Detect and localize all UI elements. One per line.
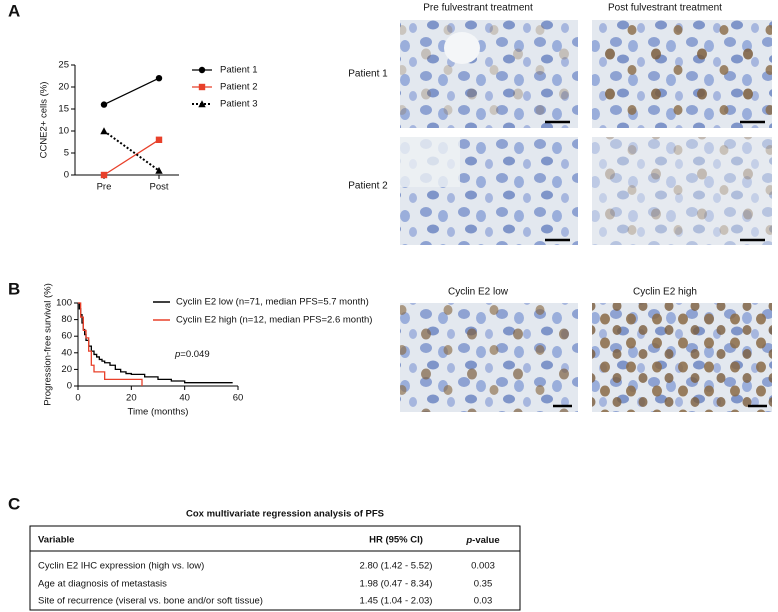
y-tick-label: 25 [58,60,69,71]
table-header-italic: p [465,535,472,546]
table-title: Cox multivariate regression analysis of … [186,509,384,520]
marker [155,136,163,143]
x-tick-label: 0 [75,393,80,404]
marker [198,100,206,108]
micrograph [592,137,772,245]
marker [100,171,108,179]
y-tick-label: 40 [61,347,72,358]
table-cell: 2.80 (1.42 - 5.52) [360,561,433,572]
table-cell: 0.35 [474,579,493,590]
annotation-italic: p [174,349,180,360]
y-tick-label: 0 [67,381,72,392]
marker [198,83,206,91]
micrograph [400,20,578,128]
y-tick-label: 10 [58,126,69,137]
axis-line [74,65,179,176]
y-tick-label: 20 [58,82,69,93]
row-header: Patient 1 [348,69,388,80]
panel-label: A [8,1,20,20]
marker [100,101,108,108]
y-axis-label: CCNE2+ cells (%) [39,82,50,159]
legend-label: Cyclin E2 high (n=12, median PFS=2.6 mon… [176,315,372,326]
x-tick-label: 40 [179,393,190,404]
annotation-rest: =0.049 [180,349,209,360]
x-tick-label: Post [149,182,168,193]
table-border [29,525,521,611]
marker [155,166,163,174]
table-cell: 1.45 (1.04 - 2.03) [360,596,433,607]
series-line [103,130,160,172]
legend-label: Patient 3 [220,99,258,110]
table-cell: 0.03 [474,596,493,607]
y-tick-label: 5 [64,148,69,159]
x-tick-label: Pre [97,182,112,193]
column-header: Cyclin E2 high [633,287,697,298]
series-line [103,139,160,176]
y-tick-label: 20 [61,364,72,375]
panel-label: C [8,494,20,513]
micrograph [400,303,578,412]
legend-label: Patient 2 [220,82,258,93]
panel-label: B [8,279,20,298]
series-line [103,77,160,106]
x-tick-label: 60 [233,393,244,404]
marker [155,75,163,82]
table-cell: Cyclin E2 IHC expression (high vs. low) [38,561,204,572]
column-header: Pre fulvestrant treatment [423,3,533,14]
x-tick-label: 20 [126,393,137,404]
column-header: Post fulvestrant treatment [608,3,722,14]
y-tick-label: 100 [56,298,72,309]
table-header: Variable [38,535,74,546]
micrograph [592,20,772,128]
table-header: p-value [465,535,499,546]
y-tick-label: 15 [58,104,69,115]
column-header: Cyclin E2 low [448,287,509,298]
y-tick-label: 80 [61,314,72,325]
micrograph [400,137,578,245]
row-header: Patient 2 [348,181,388,192]
micrograph [592,303,772,412]
annotation: p=0.049 [174,349,210,360]
figure-content: A B C Pre fulvestrant treatment Post ful… [8,1,772,611]
y-axis-label: Progression-free survival (%) [43,283,54,405]
y-tick-label: 60 [61,331,72,342]
y-tick-label: 0 [64,170,69,181]
legend-label: Patient 1 [220,65,258,76]
table-header-rest: -value [472,535,499,546]
marker [100,127,108,135]
table-cell: Age at diagnosis of metastasis [38,579,167,590]
table-cell: Site of recurrence (viseral vs. bone and… [38,596,263,607]
x-axis-label: Time (months) [128,407,189,418]
legend-label: Cyclin E2 low (n=71, median PFS=5.7 mont… [176,297,369,308]
table-header: HR (95% CI) [369,535,423,546]
marker [198,66,206,74]
table-cell: 0.003 [471,561,495,572]
table-cell: 1.98 (0.47 - 8.34) [360,579,433,590]
survival-curve [78,302,143,386]
